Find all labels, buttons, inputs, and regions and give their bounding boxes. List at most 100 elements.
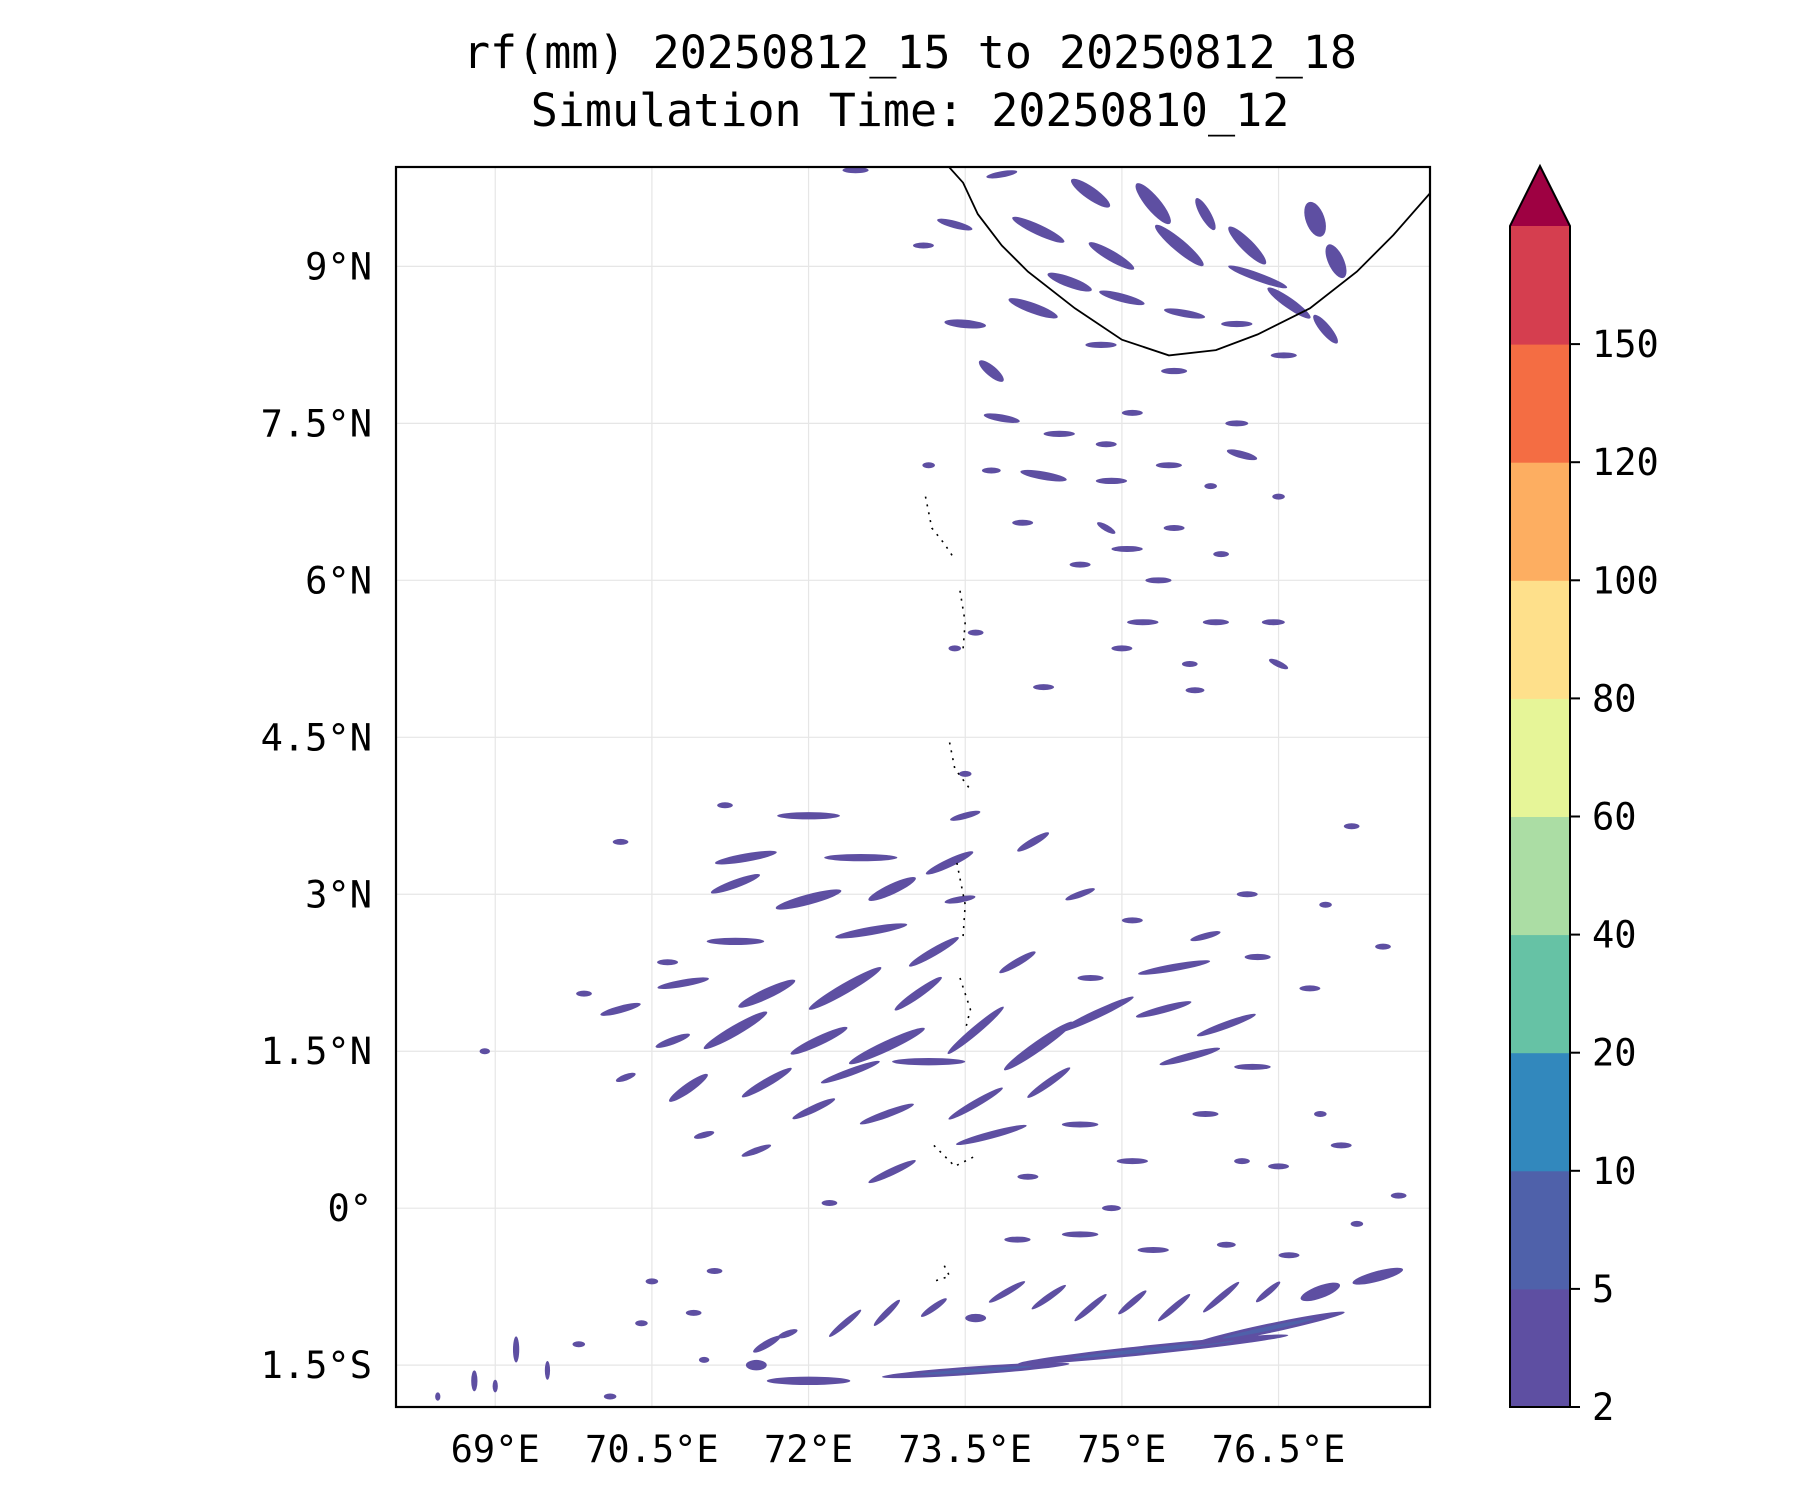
rain-cell xyxy=(908,937,959,967)
rain-cell xyxy=(1190,931,1221,942)
rain-cell xyxy=(1031,1284,1066,1310)
rain-cell xyxy=(471,1370,478,1392)
island-outline xyxy=(933,1265,951,1283)
rain-cell xyxy=(1225,420,1249,427)
colorbar-segment xyxy=(1510,344,1570,463)
rain-cell xyxy=(1163,308,1206,319)
rain-cell xyxy=(1102,1205,1121,1212)
colorbar-label: 100 xyxy=(1592,559,1659,602)
y-axis-ticks: 9°N 7.5°N 6°N 4.5°N 3°N 1.5°N 0° 1.5°S xyxy=(261,245,372,1387)
y-tick-label: 7.5°N xyxy=(261,402,372,445)
x-tick-label: 76.5°E xyxy=(1212,1428,1346,1471)
rain-cell xyxy=(848,1027,925,1065)
rain-cell xyxy=(988,1281,1026,1303)
rain-cell xyxy=(1077,974,1104,981)
colorbar-segment xyxy=(1510,698,1570,817)
rain-cell xyxy=(1111,645,1133,652)
rain-cell xyxy=(1375,943,1391,950)
rain-cell xyxy=(944,895,976,904)
rain-cell xyxy=(693,1130,715,1139)
rain-cell xyxy=(1121,409,1143,416)
rain-cell xyxy=(1047,272,1092,292)
rain-cell xyxy=(1204,483,1217,490)
rain-cell xyxy=(1350,1220,1364,1227)
rain-cell xyxy=(1095,477,1128,485)
rain-cell xyxy=(1154,224,1204,267)
rain-cell xyxy=(1196,1013,1256,1037)
rain-cell xyxy=(612,838,629,845)
colorbar-label: 10 xyxy=(1592,1150,1637,1193)
rain-cell xyxy=(1061,1231,1099,1238)
rain-cell xyxy=(824,853,898,862)
rain-cell xyxy=(435,1392,441,1401)
rain-cell xyxy=(1085,341,1117,349)
india-coastline xyxy=(947,167,1430,357)
rain-cell xyxy=(821,1199,838,1206)
chart-title: rf(mm) 20250812_15 to 20250812_18 xyxy=(463,26,1357,79)
y-tick-label: 4.5°N xyxy=(261,716,372,759)
rain-cell xyxy=(950,810,981,821)
x-axis-ticks: 69°E 70.5°E 72°E 73.5°E 75°E 76.5°E xyxy=(451,1428,1346,1471)
rain-cell xyxy=(1099,290,1145,306)
rain-cell xyxy=(1074,1293,1107,1322)
y-tick-label: 3°N xyxy=(305,873,372,916)
rain-cell xyxy=(983,413,1020,423)
rain-cell xyxy=(655,1033,690,1048)
y-tick-label: 1.5°N xyxy=(261,1030,372,1073)
rain-cell xyxy=(1061,1121,1099,1128)
rain-cell xyxy=(1261,619,1285,626)
rain-cell xyxy=(868,1160,916,1184)
map-frame xyxy=(394,165,1432,1409)
rain-cell xyxy=(1226,449,1258,461)
rain-cell xyxy=(828,1309,862,1337)
rain-cell xyxy=(1330,1142,1352,1149)
island-outline xyxy=(959,977,972,1031)
rain-cell xyxy=(1027,1067,1071,1098)
rain-cell xyxy=(603,1393,617,1400)
rain-cell xyxy=(842,167,869,174)
rain-cell xyxy=(1137,1247,1169,1254)
rain-cell-core xyxy=(1222,1318,1315,1339)
rain-cell xyxy=(922,462,935,469)
rain-cell xyxy=(657,959,678,966)
colorbar-label: 5 xyxy=(1592,1268,1614,1311)
rain-cell xyxy=(544,1360,551,1380)
rain-cell xyxy=(1202,1281,1240,1313)
rain-cell xyxy=(1352,1267,1404,1285)
rain-cell xyxy=(741,1144,772,1157)
rain-cell xyxy=(685,1309,702,1316)
rain-cell xyxy=(1228,226,1267,265)
rain-cell xyxy=(706,1267,723,1274)
rainfall-field xyxy=(435,167,1407,1401)
rain-cell xyxy=(1234,1063,1271,1070)
rain-cell xyxy=(894,976,942,1011)
y-tick-label: 0° xyxy=(327,1187,372,1230)
rain-cell xyxy=(956,1124,1027,1146)
rain-cell xyxy=(645,1278,659,1285)
rain-cell xyxy=(703,1011,768,1050)
rain-cell xyxy=(1195,198,1216,231)
rain-cell xyxy=(1278,1252,1300,1259)
rain-cell xyxy=(1088,242,1135,270)
rain-cell xyxy=(1135,183,1171,225)
x-tick-label: 75°E xyxy=(1077,1428,1166,1471)
x-tick-label: 70.5°E xyxy=(585,1428,719,1471)
rain-cell xyxy=(1135,1001,1192,1018)
colorbar-segment xyxy=(1510,580,1570,699)
rain-cell xyxy=(1012,216,1065,243)
rain-cell xyxy=(1213,551,1229,558)
rain-cell xyxy=(944,319,987,329)
rain-cell xyxy=(1095,441,1117,448)
rain-cell xyxy=(745,1359,767,1371)
rain-cell xyxy=(1033,684,1054,691)
rain-cell xyxy=(1234,1158,1250,1165)
rain-cell-core xyxy=(919,1366,1032,1375)
y-tick-label: 1.5°S xyxy=(261,1344,372,1387)
rain-cell xyxy=(1163,525,1185,532)
colorbar-label: 120 xyxy=(1592,441,1659,484)
rain-cell xyxy=(738,979,796,1008)
rain-cell xyxy=(835,923,908,939)
rain-cell xyxy=(710,874,761,894)
rain-cell xyxy=(1221,320,1253,328)
rain-cell xyxy=(600,1002,641,1016)
